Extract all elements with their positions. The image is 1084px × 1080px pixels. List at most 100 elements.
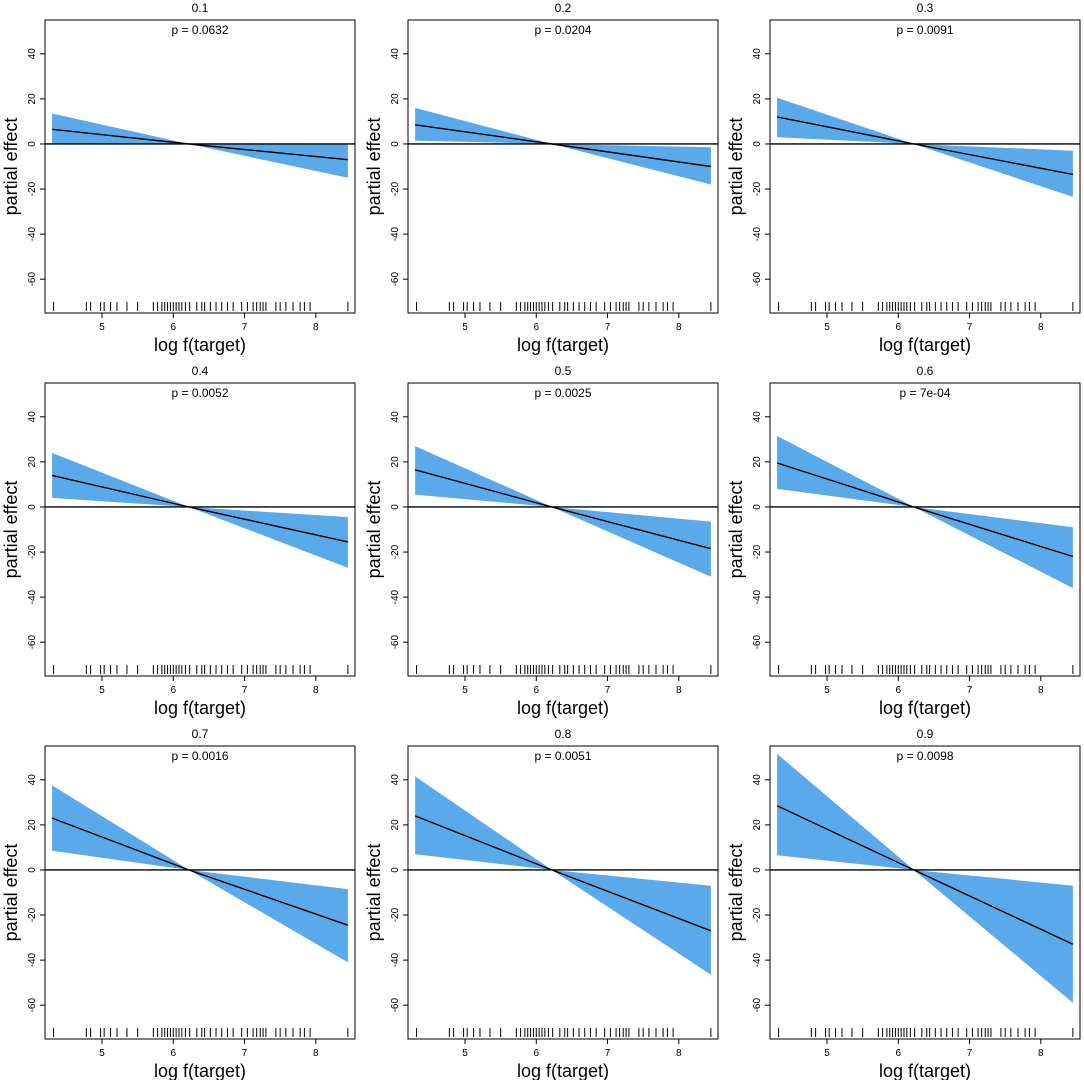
- plot-frame: [407, 382, 719, 677]
- y-tick-label: 40: [390, 411, 401, 423]
- y-tick-label: 40: [27, 411, 38, 423]
- x-tick-label: 5: [824, 322, 830, 333]
- confidence-band: [415, 776, 711, 975]
- y-tick-label: -60: [752, 635, 763, 650]
- fit-line: [776, 116, 1074, 176]
- y-tick-label: 40: [390, 774, 401, 786]
- x-tick-label: 5: [462, 1048, 468, 1059]
- y-tick-label: -60: [752, 272, 763, 287]
- panel-title: 0.9: [917, 727, 934, 741]
- fit-line: [414, 469, 712, 550]
- x-tick-label: 5: [462, 685, 468, 696]
- x-tick-label: 5: [824, 685, 830, 696]
- p-value-label: p = 0.0016: [171, 749, 228, 763]
- panel-6: 5 6 7 8 -60 -40 -20 0 20 40 0.6 p = 7e-04 log f(targ…: [726, 364, 1081, 718]
- x-tick-label: 6: [170, 1048, 176, 1059]
- fit-line: [51, 474, 349, 543]
- y-axis-label: partial effect: [1, 481, 21, 579]
- x-tick-label: 8: [676, 1048, 682, 1059]
- x-tick-label: 7: [605, 685, 611, 696]
- x-tick-label: 7: [967, 1048, 973, 1059]
- x-axis-label: log f(target): [879, 698, 971, 718]
- panel-title: 0.4: [192, 364, 209, 378]
- x-tick-label: 8: [676, 685, 682, 696]
- x-tick-label: 5: [99, 685, 105, 696]
- p-value-label: p = 0.0204: [534, 23, 591, 37]
- y-tick-label: -60: [27, 272, 38, 287]
- y-tick-label: 20: [27, 819, 38, 831]
- p-value-label: p = 0.0025: [534, 386, 591, 400]
- panel-7: 5 6 7 8 -60 -40 -20 0 20 40 0.7 p = 0.0016 log f(tar…: [1, 727, 356, 1080]
- confidence-band: [777, 436, 1073, 589]
- p-value-label: p = 0.0051: [534, 749, 591, 763]
- plot-frame: [769, 19, 1081, 314]
- panel-5: 5 6 7 8 -60 -40 -20 0 20 40 0.5 p = 0.0025 log f(tar…: [364, 364, 719, 718]
- plot-frame: [407, 19, 719, 314]
- panel-title: 0.3: [917, 1, 934, 15]
- y-tick-label: 40: [390, 48, 401, 60]
- x-axis-label: log f(target): [517, 335, 609, 355]
- x-tick-label: 6: [533, 1048, 539, 1059]
- y-tick-label: -20: [390, 907, 401, 922]
- x-tick-label: 8: [676, 322, 682, 333]
- y-tick-label: -40: [27, 952, 38, 967]
- panel-1: 5 6 7 8 -60 -40 -20 0 20 40 0.1 p = 0.0632 log f(tar…: [1, 1, 356, 355]
- x-tick-label: 6: [895, 322, 901, 333]
- y-axis-label: partial effect: [1, 844, 21, 942]
- y-tick-label: -60: [390, 998, 401, 1013]
- p-value-label: p = 7e-04: [899, 386, 950, 400]
- x-tick-label: 6: [533, 685, 539, 696]
- x-tick-label: 8: [313, 685, 319, 696]
- y-axis-label: partial effect: [726, 481, 746, 579]
- y-tick-label: 40: [752, 48, 763, 60]
- y-tick-label: 40: [752, 774, 763, 786]
- plot-frame: [44, 745, 356, 1040]
- plot-frame: [44, 19, 356, 314]
- panel-title: 0.8: [555, 727, 572, 741]
- y-axis-label: partial effect: [1, 118, 21, 216]
- x-tick-label: 7: [605, 1048, 611, 1059]
- y-tick-label: 20: [390, 819, 401, 831]
- y-tick-label: -40: [27, 226, 38, 241]
- fit-line: [776, 805, 1074, 945]
- x-tick-label: 7: [242, 685, 248, 696]
- p-value-label: p = 0.0091: [896, 23, 953, 37]
- y-tick-label: 20: [390, 93, 401, 105]
- plot-frame: [769, 745, 1081, 1040]
- y-tick-label: -20: [752, 907, 763, 922]
- fit-line: [51, 817, 349, 926]
- x-tick-label: 6: [170, 685, 176, 696]
- y-tick-label: 0: [390, 867, 401, 873]
- y-tick-label: 40: [27, 774, 38, 786]
- x-tick-label: 7: [967, 685, 973, 696]
- y-tick-label: -20: [752, 544, 763, 559]
- y-tick-label: -40: [752, 952, 763, 967]
- y-tick-label: 0: [27, 141, 38, 147]
- panel-title: 0.5: [555, 364, 572, 378]
- y-tick-label: -40: [752, 226, 763, 241]
- y-tick-label: 20: [27, 456, 38, 468]
- fit-line: [776, 462, 1074, 558]
- y-tick-label: 20: [390, 456, 401, 468]
- x-tick-label: 8: [313, 1048, 319, 1059]
- x-tick-label: 8: [1038, 685, 1044, 696]
- panel-2: 5 6 7 8 -60 -40 -20 0 20 40 0.2 p = 0.0204 log f(tar…: [364, 1, 719, 355]
- y-tick-label: 40: [27, 48, 38, 60]
- y-tick-label: 0: [27, 867, 38, 873]
- x-axis-label: log f(target): [517, 1061, 609, 1080]
- x-tick-label: 7: [242, 1048, 248, 1059]
- y-axis-label: partial effect: [364, 481, 384, 579]
- p-value-label: p = 0.0098: [896, 749, 953, 763]
- y-tick-label: -20: [27, 544, 38, 559]
- y-tick-label: -60: [27, 998, 38, 1013]
- x-axis-label: log f(target): [154, 698, 246, 718]
- x-tick-label: 7: [967, 322, 973, 333]
- y-tick-label: -60: [27, 635, 38, 650]
- y-tick-label: 0: [752, 867, 763, 873]
- y-tick-label: -20: [27, 907, 38, 922]
- y-tick-label: 20: [752, 93, 763, 105]
- y-tick-label: -40: [390, 589, 401, 604]
- confidence-band: [777, 97, 1073, 197]
- y-axis-label: partial effect: [364, 844, 384, 942]
